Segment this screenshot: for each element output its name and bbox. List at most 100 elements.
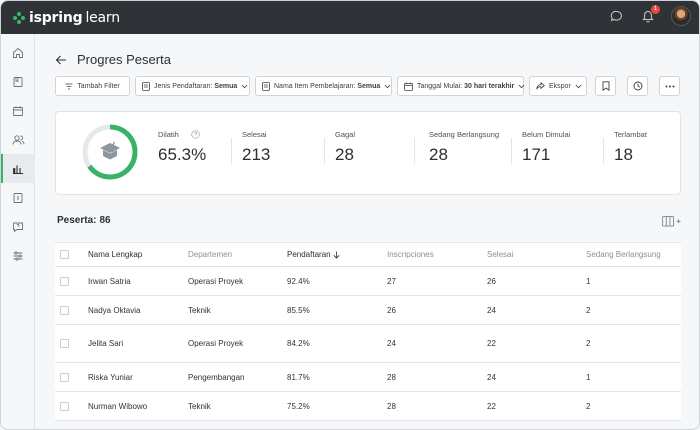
sliders-icon [13, 250, 23, 261]
row-checkbox[interactable] [60, 339, 69, 348]
bell-icon[interactable]: 1 [639, 5, 660, 25]
sidebar-item-help[interactable] [1, 212, 35, 241]
cell-name: Nadya Oktavia [88, 305, 141, 315]
chevron-down-icon [575, 84, 582, 89]
filter-icon [65, 83, 73, 90]
sidebar-item-reports[interactable] [1, 154, 35, 183]
cell-department: Operasi Proyek [188, 276, 244, 286]
cell-department: Teknik [188, 305, 211, 315]
header-enrollment[interactable]: Pendaftaran [287, 250, 387, 259]
cell-inscriptions: 28 [387, 372, 396, 382]
header-completed[interactable]: Selesai [487, 250, 514, 259]
calendar-icon [13, 105, 23, 116]
cell-department: Operasi Proyek [188, 339, 244, 348]
cell-name: Riska Yuniar [88, 372, 133, 382]
info-board-icon [13, 192, 23, 203]
share-arrow-icon [536, 82, 545, 90]
cell-in-progress: 2 [586, 401, 591, 411]
table-header: Nama Lengkap Departemen Pendaftaran Insc… [55, 242, 681, 267]
chevron-down-icon [241, 84, 248, 89]
app-logo[interactable]: ispring learn [13, 10, 120, 26]
clock-icon [633, 81, 642, 91]
logo-word-main: ispring [29, 9, 83, 26]
sidebar-item-settings[interactable] [1, 241, 35, 270]
cell-enrollment: 84.2% [287, 339, 310, 348]
cell-inscriptions: 26 [387, 305, 396, 315]
cell-enrollment: 92.4% [287, 276, 310, 286]
chat-icon[interactable] [607, 7, 625, 25]
cell-enrollment: 85.5% [287, 305, 310, 315]
add-filter-button[interactable]: Tambah Filter [55, 76, 130, 96]
progress-donut [82, 124, 138, 180]
cell-name: Jelita Sari [88, 339, 124, 348]
cell-inscriptions: 27 [387, 276, 396, 286]
document-icon [262, 81, 270, 91]
cell-name: Nurman Wibowo [88, 401, 148, 411]
start-date-filter[interactable]: Tanggal Mulai: 30 hari terakhir [397, 76, 525, 96]
users-icon [12, 134, 24, 145]
back-arrow-icon[interactable] [55, 54, 67, 66]
bookmark-icon [602, 81, 609, 91]
stat-not-started: Belum Dimulai 171 [522, 130, 571, 164]
participants-table: Nama Lengkap Departemen Pendaftaran Insc… [55, 242, 681, 421]
book-icon [13, 76, 23, 87]
sidebar-item-home[interactable] [1, 38, 35, 67]
row-checkbox[interactable] [60, 276, 69, 286]
cell-inscriptions: 28 [387, 401, 396, 411]
export-button[interactable]: Ekspor [529, 76, 587, 96]
sidebar-item-users[interactable] [1, 125, 35, 154]
column-settings-button[interactable] [662, 214, 681, 232]
table-row[interactable]: Jelita Sari Operasi Proyek 84.2% 24 22 2 [55, 325, 681, 363]
cell-name: Irwan Satria [88, 276, 131, 286]
document-icon [142, 81, 150, 91]
header-in-progress[interactable]: Sedang Berlangsung [586, 250, 661, 259]
sidebar [1, 34, 35, 429]
sidebar-item-calendar[interactable] [1, 96, 35, 125]
stat-trained: Dilatih 65.3% [158, 130, 207, 164]
header-name[interactable]: Nama Lengkap [88, 250, 143, 259]
main-content: Progres Peserta Tambah Filter Jenis Pend… [36, 34, 699, 429]
chevron-down-icon [518, 84, 525, 89]
stat-late: Terlambat 18 [614, 130, 647, 164]
header-department[interactable]: Departemen [188, 250, 233, 259]
history-button[interactable] [627, 76, 648, 96]
header-inscriptions[interactable]: Inscripciones [387, 250, 434, 259]
learning-item-filter[interactable]: Nama Item Pembelajaran: Semua [255, 76, 392, 96]
select-all-checkbox[interactable] [60, 250, 69, 259]
calendar-icon [404, 81, 413, 91]
row-checkbox[interactable] [60, 305, 69, 315]
row-checkbox[interactable] [60, 372, 69, 382]
stat-completed: Selesai 213 [242, 130, 271, 164]
cell-in-progress: 2 [586, 305, 591, 315]
home-icon [13, 47, 23, 58]
cell-completed: 22 [487, 401, 496, 411]
row-checkbox[interactable] [60, 401, 69, 411]
enrollment-type-filter[interactable]: Jenis Pendaftaran: Semua [135, 76, 250, 96]
cell-enrollment: 81.7% [287, 372, 310, 382]
table-row[interactable]: Nadya Oktavia Teknik 85.5% 26 24 2 [55, 296, 681, 325]
user-avatar[interactable] [671, 6, 691, 26]
help-icon[interactable] [191, 130, 200, 139]
cell-department: Teknik [188, 401, 211, 411]
stat-failed: Gagal 28 [335, 130, 356, 164]
columns-add-icon [662, 216, 681, 227]
bookmark-button[interactable] [595, 76, 616, 96]
chevron-down-icon [384, 84, 391, 89]
sidebar-item-content[interactable] [1, 67, 35, 96]
cell-completed: 22 [487, 339, 496, 348]
cell-department: Pengembangan [188, 372, 245, 382]
more-options-button[interactable] [659, 76, 680, 96]
stat-in-progress: Sedang Berlangsung 28 [429, 130, 500, 164]
cell-completed: 24 [487, 305, 496, 315]
cell-in-progress: 2 [586, 339, 591, 348]
table-row[interactable]: Irwan Satria Operasi Proyek 92.4% 27 26 … [55, 267, 681, 296]
top-bar: ispring learn 1 [1, 1, 699, 34]
course-cap-icon [100, 141, 120, 160]
table-row[interactable]: Nurman Wibowo Teknik 75.2% 28 22 2 [55, 392, 681, 421]
cell-in-progress: 1 [586, 372, 591, 382]
cell-completed: 24 [487, 372, 496, 382]
notification-badge: 1 [651, 5, 660, 14]
sidebar-item-info[interactable] [1, 183, 35, 212]
table-row[interactable]: Riska Yuniar Pengembangan 81.7% 28 24 1 [55, 363, 681, 392]
